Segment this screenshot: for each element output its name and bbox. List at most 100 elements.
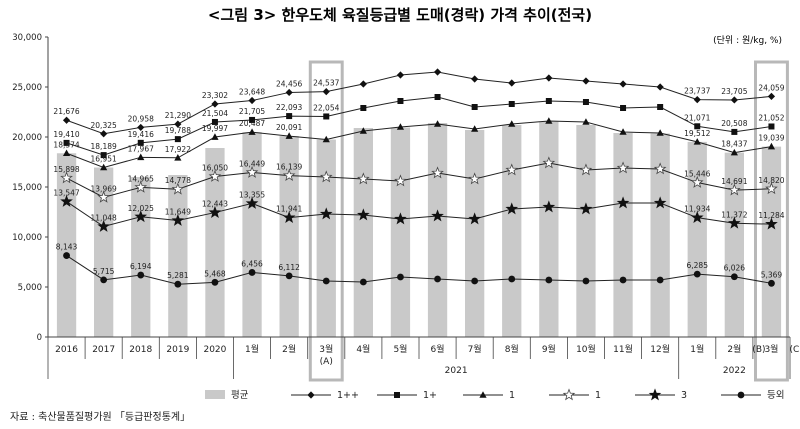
x-tick-label: 2월 xyxy=(727,343,741,355)
series-marker xyxy=(619,276,627,284)
series-marker xyxy=(728,183,741,196)
data-label: 19,512 xyxy=(684,129,710,138)
series-marker xyxy=(211,118,218,125)
data-label: 20,958 xyxy=(128,114,154,123)
series-marker xyxy=(765,182,778,195)
series-marker xyxy=(211,133,219,140)
data-label: 6,112 xyxy=(278,263,300,272)
data-label: 14,778 xyxy=(165,176,191,185)
highlight-box xyxy=(753,60,789,382)
data-label: 16,951 xyxy=(91,154,117,163)
series-marker xyxy=(545,276,553,284)
series-marker xyxy=(62,116,71,124)
series-marker xyxy=(245,196,259,209)
series-marker xyxy=(248,269,256,276)
series-marker xyxy=(174,136,181,143)
series-marker xyxy=(468,172,481,185)
x-tick-label: 2020 xyxy=(203,345,226,355)
bar xyxy=(650,133,670,337)
data-label: 21,290 xyxy=(165,111,191,120)
series-marker xyxy=(434,94,441,100)
data-label: 5,281 xyxy=(167,271,189,280)
series-marker xyxy=(397,273,404,281)
x-tick-label: 2016 xyxy=(55,345,78,355)
data-label: 8,143 xyxy=(56,243,78,252)
series-marker xyxy=(619,80,627,88)
legend-label: 1++ xyxy=(337,390,359,401)
series-marker xyxy=(433,68,442,76)
bar xyxy=(465,130,485,337)
data-label: 5,715 xyxy=(93,267,115,276)
series-circle xyxy=(63,252,775,288)
x-tick-label: 5월 xyxy=(393,343,407,355)
series-marker xyxy=(471,125,479,132)
legend-label: 1 xyxy=(509,390,515,401)
data-label: 13,969 xyxy=(91,184,117,193)
series-marker xyxy=(359,127,367,134)
series-marker xyxy=(545,98,552,104)
x-tick-label: 8월 xyxy=(505,343,519,355)
series-marker xyxy=(100,130,108,138)
series-marker xyxy=(730,148,738,156)
series-marker xyxy=(174,153,182,161)
series-marker xyxy=(245,165,259,178)
legend-item: 1+ xyxy=(377,390,437,401)
series-marker xyxy=(648,388,662,401)
data-label: 23,302 xyxy=(202,91,228,100)
series-marker xyxy=(174,280,182,288)
data-label: 12,443 xyxy=(202,200,228,209)
legend-item: 1 xyxy=(549,388,601,401)
data-label: 23,705 xyxy=(721,87,747,96)
data-label: 19,997 xyxy=(202,124,228,133)
data-label: 21,052 xyxy=(758,113,784,122)
bar xyxy=(390,127,411,337)
series-marker xyxy=(579,202,593,215)
data-label: 18,374 xyxy=(53,140,79,149)
series-marker xyxy=(508,275,516,283)
year-label: 2022 xyxy=(723,366,746,376)
series-marker xyxy=(582,77,590,85)
series-marker xyxy=(620,105,627,111)
data-label: 11,284 xyxy=(758,211,784,220)
series-marker xyxy=(211,278,219,286)
x-tick-label: 4월 xyxy=(356,343,370,355)
y-tick-label: 25,000 xyxy=(12,83,42,93)
series-marker xyxy=(282,168,296,181)
series-marker xyxy=(616,196,630,209)
series-marker xyxy=(545,117,553,124)
series-marker xyxy=(359,278,367,286)
x-tick-label: 2019 xyxy=(166,345,189,355)
bar xyxy=(724,152,744,337)
series-marker xyxy=(730,273,738,281)
series-marker xyxy=(319,170,333,183)
bar xyxy=(427,123,448,337)
data-label: 15,898 xyxy=(53,165,79,174)
legend-label: 평균 xyxy=(231,390,249,401)
legend-item: 1 xyxy=(463,390,515,401)
data-label: 20,508 xyxy=(721,119,747,128)
series-marker xyxy=(616,161,630,174)
series-marker xyxy=(396,71,405,79)
x-tick-label: 11월 xyxy=(613,343,633,355)
series-marker xyxy=(137,153,145,161)
x-tick-note: (A) xyxy=(320,357,333,367)
series-line xyxy=(66,71,772,135)
data-label: 13,355 xyxy=(239,190,265,199)
series-marker xyxy=(134,180,148,193)
highlight-boxes xyxy=(308,60,789,382)
series-marker xyxy=(433,120,442,127)
series-marker xyxy=(545,74,553,82)
data-label: 21,705 xyxy=(239,107,265,116)
line-series xyxy=(60,68,778,288)
data-label: 24,059 xyxy=(758,83,784,92)
bar xyxy=(242,132,262,337)
y-tick-label: 10,000 xyxy=(12,233,42,243)
series-marker xyxy=(542,156,556,169)
series-marker xyxy=(431,209,444,222)
legend-label: 1 xyxy=(595,390,601,401)
series-marker xyxy=(97,219,110,232)
series-marker xyxy=(471,104,478,110)
series-marker xyxy=(657,104,664,110)
bar xyxy=(56,153,77,337)
series-triangle xyxy=(62,117,776,171)
